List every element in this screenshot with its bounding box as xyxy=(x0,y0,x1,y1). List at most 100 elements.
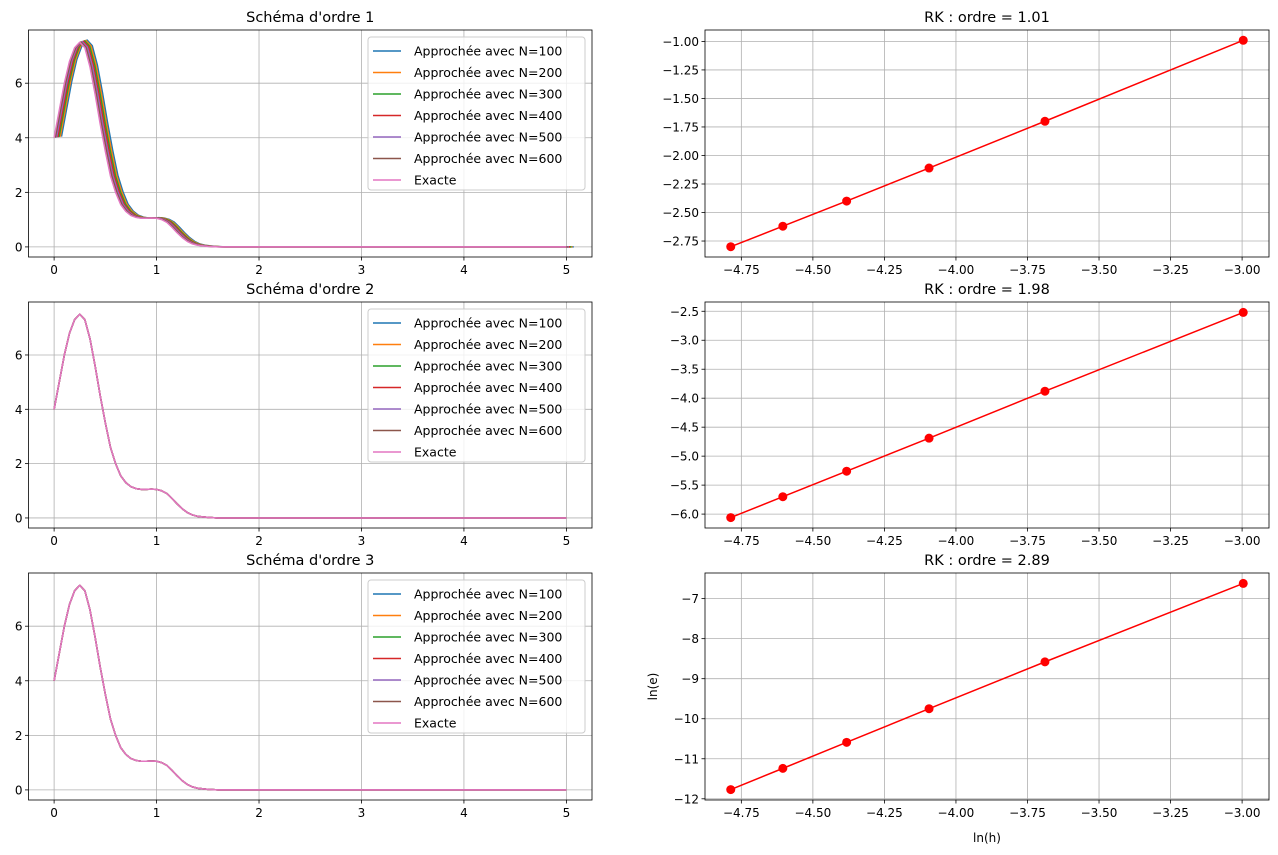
x-tick-label: 1 xyxy=(153,534,161,548)
axes-frame xyxy=(704,29,1270,258)
x-tick-label: −3.00 xyxy=(1224,534,1261,548)
legend-label: Approchée avec N=200 xyxy=(414,337,562,352)
legend-label: Approchée avec N=500 xyxy=(414,402,562,417)
y-axis-label: ln(e) xyxy=(646,673,660,701)
x-tick-label: −4.50 xyxy=(794,534,831,548)
axes-frame xyxy=(28,572,593,801)
y-tick-label: 4 xyxy=(15,403,23,417)
x-tick-label: −4.50 xyxy=(794,806,831,820)
legend-label: Approchée avec N=300 xyxy=(414,630,562,645)
data-point xyxy=(726,785,736,795)
legend-label: Exacte xyxy=(414,716,457,731)
y-tick-label: −2.5 xyxy=(670,305,699,319)
y-tick-label: −7 xyxy=(681,592,699,606)
x-tick-label: 4 xyxy=(460,263,468,277)
y-tick-label: 0 xyxy=(15,511,23,525)
x-tick-label: −4.75 xyxy=(723,806,760,820)
data-point xyxy=(842,737,852,747)
subplot-2: −4.75 −4.50 −4.25 −4.00 −3.75 −3.50 −3.25 −3.00… xyxy=(662,10,1270,277)
data-point xyxy=(778,763,788,773)
x-tick-label: 3 xyxy=(358,534,366,548)
legend-label: Approchée avec N=400 xyxy=(414,108,562,123)
y-tick-label: −1.25 xyxy=(662,63,699,77)
x-tick-label: 3 xyxy=(358,263,366,277)
data-point xyxy=(924,704,934,714)
y-tick-label: 4 xyxy=(15,131,23,145)
y-tick-label: −2.75 xyxy=(662,235,699,249)
y-tick-label: 6 xyxy=(15,620,23,634)
x-tick-label: 4 xyxy=(460,534,468,548)
series-line xyxy=(53,584,567,791)
x-tick-label: −4.00 xyxy=(938,263,975,277)
data-point xyxy=(778,492,788,502)
x-tick-label: 5 xyxy=(563,806,571,820)
x-tick-label: 3 xyxy=(358,806,366,820)
x-tick-label: 2 xyxy=(255,806,263,820)
y-tick-label: −1.00 xyxy=(662,35,699,49)
data-point xyxy=(726,242,736,252)
data-point xyxy=(1238,307,1248,317)
subplot-6: −4.75 −4.50 −4.25 −4.00 −3.75 −3.50 −3.25 −3.00… xyxy=(646,553,1270,845)
legend-label: Approchée avec N=200 xyxy=(414,65,562,80)
x-tick-label: 1 xyxy=(153,806,161,820)
subplot-title: Schéma d'ordre 2 xyxy=(246,282,374,298)
y-tick-label: 4 xyxy=(15,674,23,688)
subplot-4: −4.75 −4.50 −4.25 −4.00 −3.75 −3.50 −3.25 −3.00… xyxy=(670,282,1270,548)
x-tick-label: −4.25 xyxy=(866,806,903,820)
y-tick-label: −1.50 xyxy=(662,92,699,106)
x-tick-label: −3.75 xyxy=(1009,263,1046,277)
legend-label: Approchée avec N=600 xyxy=(414,694,562,709)
series-line xyxy=(53,41,567,248)
x-tick-label: −4.75 xyxy=(723,263,760,277)
x-tick-label: −3.50 xyxy=(1081,806,1118,820)
y-tick-label: 6 xyxy=(15,77,23,91)
legend-label: Approchée avec N=600 xyxy=(414,151,562,166)
axes-frame xyxy=(704,572,1270,801)
y-tick-label: −10 xyxy=(674,712,699,726)
x-tick-label: −4.50 xyxy=(794,263,831,277)
subplot-title: RK : ordre = 2.89 xyxy=(924,553,1050,569)
x-tick-label: −4.00 xyxy=(938,534,975,548)
data-point xyxy=(842,196,852,206)
x-tick-label: −4.25 xyxy=(866,534,903,548)
x-tick-label: 0 xyxy=(50,534,58,548)
y-tick-label: −9 xyxy=(681,672,699,686)
x-tick-label: −3.75 xyxy=(1009,534,1046,548)
legend-label: Approchée avec N=300 xyxy=(414,87,562,102)
series-line xyxy=(53,313,567,519)
y-tick-label: −3.5 xyxy=(670,363,699,377)
legend-label: Approchée avec N=500 xyxy=(414,130,562,145)
data-point xyxy=(1040,657,1050,667)
legend-label: Approchée avec N=500 xyxy=(414,673,562,688)
y-tick-label: −6.0 xyxy=(670,508,699,522)
x-tick-label: −4.25 xyxy=(866,263,903,277)
y-tick-label: −5.0 xyxy=(670,450,699,464)
y-tick-label: −12 xyxy=(674,792,699,806)
subplot-1: 0 1 2 3 4 5 0 2 4 6 Approchée avec N=100 Approchée … xyxy=(15,10,593,277)
data-point xyxy=(842,466,852,476)
y-tick-label: 2 xyxy=(15,457,23,471)
y-tick-label: 2 xyxy=(15,729,23,743)
data-point xyxy=(1238,35,1248,45)
x-tick-label: −3.50 xyxy=(1081,263,1118,277)
y-tick-label: 6 xyxy=(15,348,23,362)
y-tick-label: −2.50 xyxy=(662,206,699,220)
x-tick-label: 0 xyxy=(50,263,58,277)
y-tick-label: −1.75 xyxy=(662,120,699,134)
x-tick-label: 5 xyxy=(563,534,571,548)
legend-label: Approchée avec N=200 xyxy=(414,608,562,623)
legend-label: Approchée avec N=400 xyxy=(414,380,562,395)
y-tick-label: −4.0 xyxy=(670,392,699,406)
x-axis-label: ln(h) xyxy=(973,831,1001,845)
x-tick-label: −3.25 xyxy=(1152,806,1189,820)
data-point xyxy=(726,513,736,523)
y-tick-label: −8 xyxy=(681,632,699,646)
data-point xyxy=(1040,116,1050,126)
y-tick-label: −2.00 xyxy=(662,149,699,163)
subplot-3: 0 1 2 3 4 5 0 2 4 6 Approchée avec N=100 Approchée … xyxy=(15,282,593,548)
x-tick-label: −3.75 xyxy=(1009,806,1046,820)
data-point xyxy=(924,163,934,173)
legend-label: Approchée avec N=300 xyxy=(414,359,562,374)
subplot-title: RK : ordre = 1.01 xyxy=(924,10,1050,26)
